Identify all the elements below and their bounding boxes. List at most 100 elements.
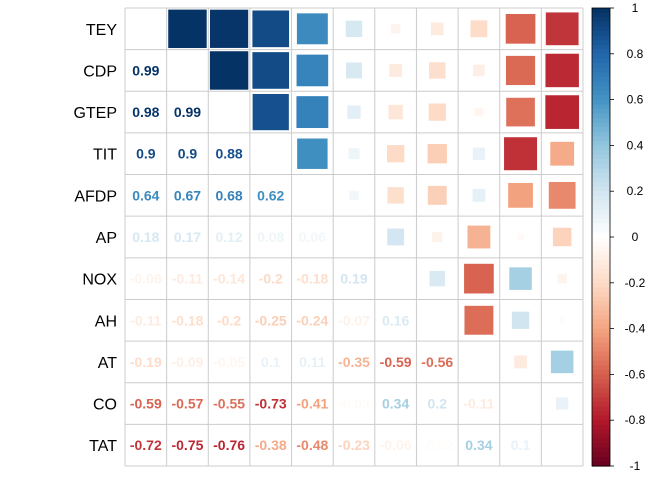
correlation-square-tey-cdp xyxy=(168,9,207,49)
colorbar-tick-label: -0.4 xyxy=(625,322,646,336)
matrix-cell xyxy=(166,299,209,342)
coefficient-cdp-tey: 0.99 xyxy=(132,62,159,78)
matrix-cell xyxy=(166,341,209,383)
matrix-cell xyxy=(166,174,209,217)
matrix-cell xyxy=(125,424,167,466)
matrix-cell xyxy=(208,299,250,342)
coefficient-nox-gtep: -0.14 xyxy=(213,271,245,287)
matrix-cell xyxy=(333,299,375,342)
matrix-cell xyxy=(208,382,250,425)
colorbar-segment xyxy=(592,168,610,174)
matrix-cell xyxy=(333,257,375,300)
colorbar-segment xyxy=(592,456,610,463)
coefficient-ah-nox: 0.16 xyxy=(382,312,409,328)
correlation-square-cdp-ah xyxy=(429,62,446,79)
correlation-square-ap-nox xyxy=(387,228,405,246)
colorbar-segment xyxy=(592,438,610,444)
correlation-square-tit-at xyxy=(472,147,486,160)
colorbar-segment xyxy=(592,369,610,375)
matrix-cell xyxy=(374,341,417,383)
coefficient-tat-tey: -0.72 xyxy=(130,437,162,453)
matrix-cell xyxy=(291,257,334,300)
colorbar-segment xyxy=(592,218,610,224)
correlation-square-tey-ah xyxy=(430,22,444,36)
matrix-cell xyxy=(249,132,292,175)
colorbar-segment xyxy=(592,342,610,348)
matrix-cell xyxy=(374,424,417,466)
colorbar-segment xyxy=(592,328,610,334)
matrix-cell xyxy=(166,424,209,466)
row-label-tey: TEY xyxy=(86,22,117,39)
row-label-gtep: GTEP xyxy=(73,105,117,122)
coefficient-tat-afdp: -0.48 xyxy=(296,437,328,453)
coefficient-tat-nox: -0.06 xyxy=(380,437,412,453)
correlation-square-tey-afdp xyxy=(296,13,328,45)
correlation-square-ap-tat xyxy=(552,227,572,247)
colorbar-segment xyxy=(592,296,610,302)
matrix-cell xyxy=(249,382,292,425)
matrix-cell xyxy=(208,174,250,217)
coefficient-ah-ap: -0.07 xyxy=(338,312,370,328)
colorbar-segment xyxy=(592,17,610,23)
colorbar-segment xyxy=(592,49,610,55)
correlation-square-tit-ah xyxy=(427,144,447,164)
colorbar-segment xyxy=(592,406,610,412)
colorbar-segment xyxy=(592,378,610,385)
matrix-cell xyxy=(333,216,375,258)
colorbar-segment xyxy=(592,159,610,165)
colorbar-segment xyxy=(592,8,610,14)
correlation-square-ap-at xyxy=(467,225,491,249)
colorbar-tick-label: -0.6 xyxy=(625,367,646,381)
correlation-square-cdp-at xyxy=(473,64,485,77)
coefficient-ah-tey: -0.11 xyxy=(130,312,161,328)
coefficient-nox-ap: 0.19 xyxy=(340,271,367,287)
colorbar-tick-label: 0.2 xyxy=(627,184,644,198)
matrix-cell xyxy=(458,382,500,425)
colorbar-segment xyxy=(592,122,610,128)
colorbar-segment xyxy=(592,424,610,430)
matrix-cell xyxy=(166,91,209,133)
row-labels: TEY CDP GTEP TIT AFDP AP NOX AH AT CO TAT xyxy=(73,22,117,455)
colorbar-segment xyxy=(592,397,610,403)
correlation-square-tit-tat xyxy=(550,141,575,166)
colorbar-segment xyxy=(592,200,610,206)
colorbar-tick-label: -0.8 xyxy=(625,413,646,427)
colorbar-segment xyxy=(592,62,610,69)
colorbar-segment xyxy=(592,429,610,435)
row-label-afdp: AFDP xyxy=(74,188,117,205)
colorbar-tick-label: 1 xyxy=(632,1,639,15)
coefficient-co-afdp: -0.41 xyxy=(296,396,328,412)
correlation-square-gtep-ap xyxy=(347,105,361,119)
colorbar-segment xyxy=(592,264,610,270)
colorbar-segment xyxy=(592,337,610,343)
correlation-square-cdp-gtep xyxy=(209,51,249,90)
colorbar-segment xyxy=(592,401,610,408)
matrix-cell xyxy=(416,299,459,342)
correlation-square-tey-at xyxy=(470,20,488,38)
colorbar-segment xyxy=(592,104,610,110)
coefficient-co-tey: -0.59 xyxy=(130,396,162,412)
colorbar-segment xyxy=(592,333,610,339)
correlation-square-afdp-co xyxy=(508,182,533,208)
coefficient-nox-afdp: -0.18 xyxy=(296,271,328,287)
matrix-cell xyxy=(416,382,459,425)
matrix-cell xyxy=(333,424,375,466)
coefficient-nox-tit: -0.2 xyxy=(259,271,283,287)
matrix-cell xyxy=(291,174,334,217)
coefficient-ah-tit: -0.25 xyxy=(255,312,287,328)
row-label-tit: TIT xyxy=(93,147,117,164)
colorbar-segment xyxy=(592,76,610,82)
coefficient-co-ap: -0.03 xyxy=(338,396,370,412)
coefficient-ap-tit: 0.08 xyxy=(257,229,284,245)
colorbar-segment xyxy=(592,360,610,366)
coefficient-afdp-cdp: 0.67 xyxy=(174,187,201,203)
coefficient-ap-afdp: 0.06 xyxy=(299,229,326,245)
colorbar-segment xyxy=(592,447,610,453)
correlation-square-nox-co xyxy=(509,267,532,290)
colorbar-tick-label: -1 xyxy=(630,459,641,473)
colorbar-segment xyxy=(592,149,610,156)
colorbar-segment xyxy=(592,58,610,64)
correlation-square-cdp-nox xyxy=(389,64,403,77)
matrix-cell xyxy=(125,341,167,383)
colorbar-segment xyxy=(592,177,610,183)
